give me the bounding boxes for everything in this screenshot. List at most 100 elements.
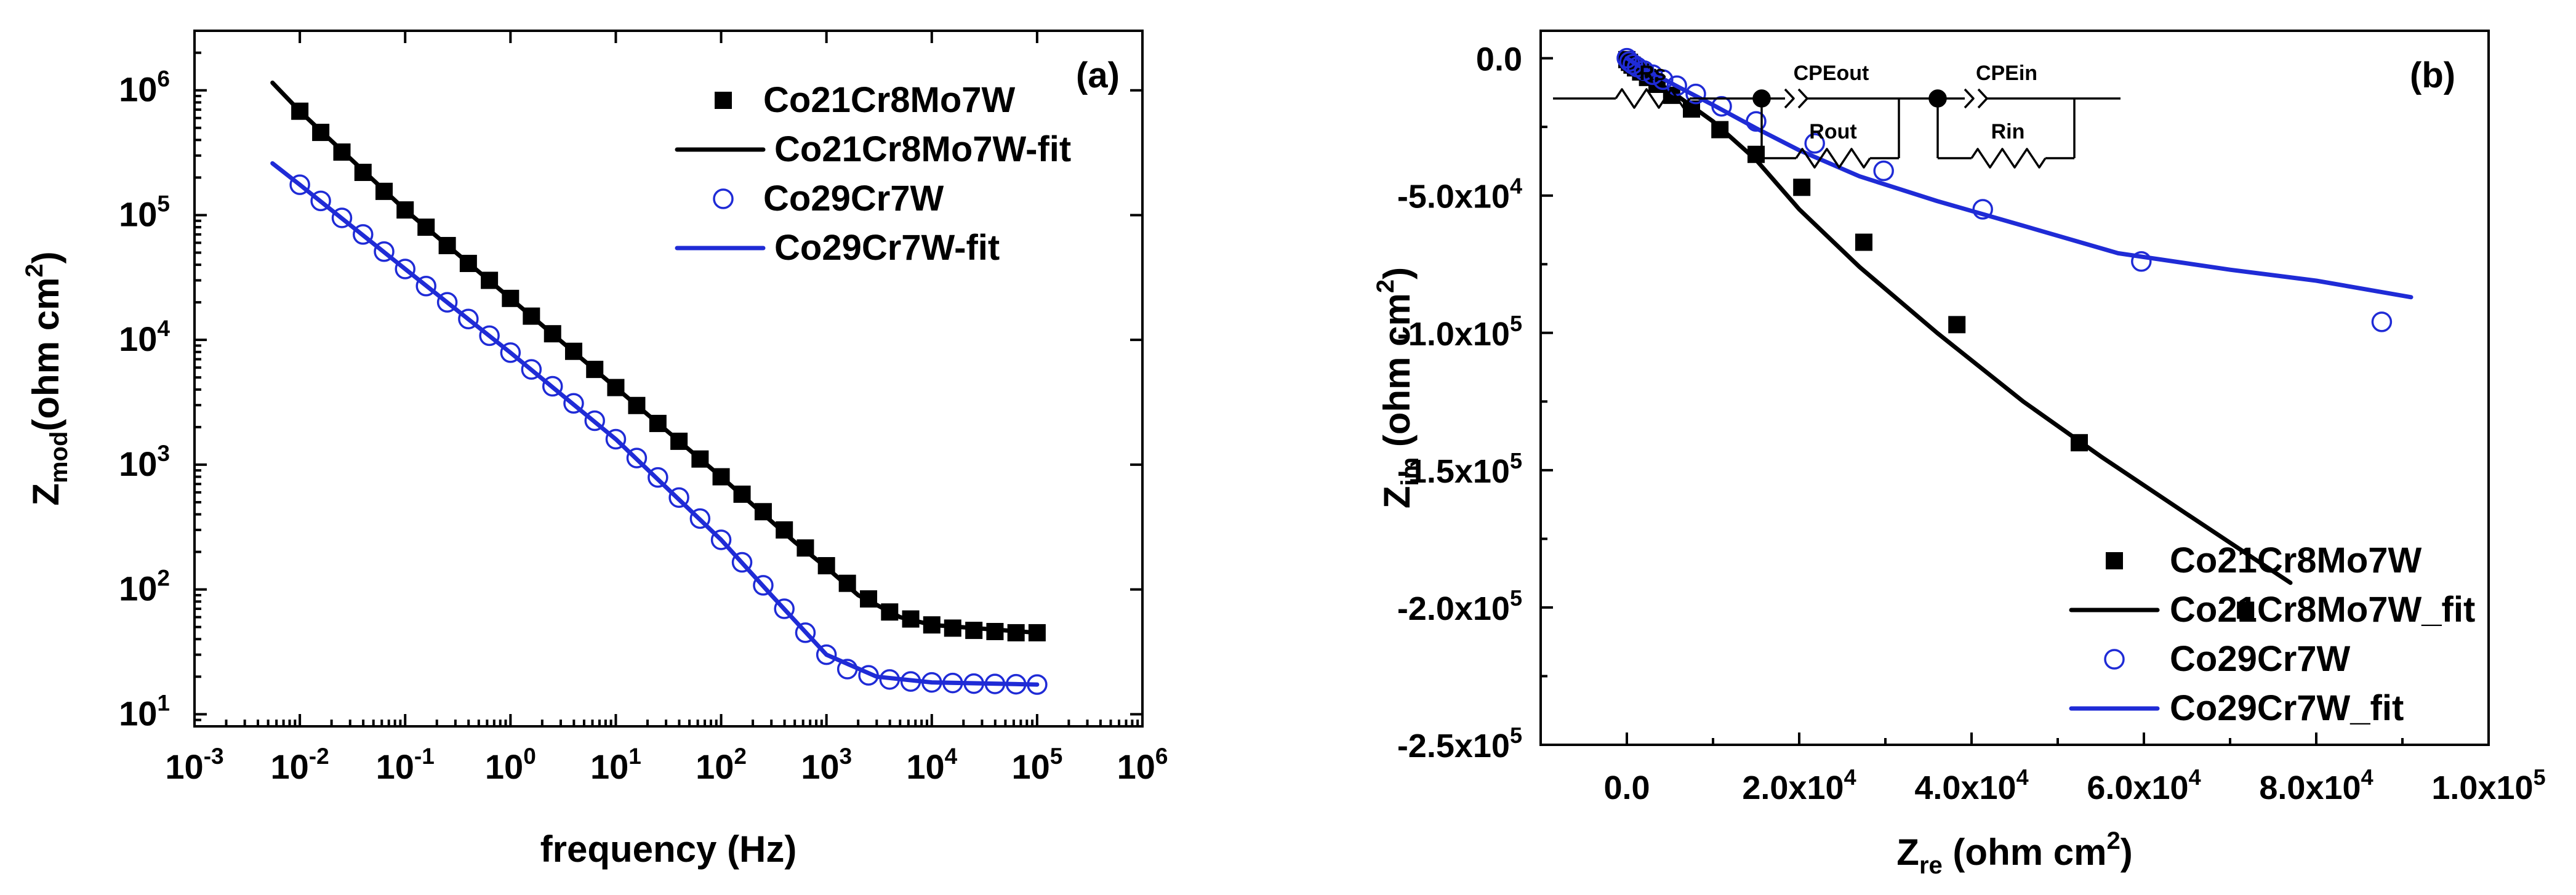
bode-data-point	[289, 174, 310, 195]
bode-data-point	[605, 428, 627, 450]
nyquist-x-label-sub: re	[1919, 852, 1943, 879]
bode-series-2	[270, 80, 1040, 635]
bode-fit-line	[270, 80, 1040, 635]
bode-x-tick-label: 10-1	[376, 744, 435, 786]
nyquist-series-4	[1624, 56, 2413, 300]
bode-fit-line	[270, 161, 1040, 687]
bode-x-tick-label: 101	[590, 744, 641, 786]
bode-y-tick-label: 104	[119, 316, 170, 358]
nyquist-data-point	[2237, 601, 2255, 619]
bode-y-tick-label: 106	[119, 66, 170, 109]
nyquist-data-point	[1804, 133, 1825, 154]
nyquist-y-tick-label: 0.0	[1476, 41, 1522, 78]
nyquist-data-point	[1623, 54, 1643, 75]
nyquist-data-point	[1855, 233, 1872, 251]
nyquist-fit-line	[1624, 56, 2293, 585]
bode-y-tick-label: 101	[119, 690, 170, 732]
bode-data-point	[458, 308, 479, 330]
bode-y-label-sub: mod	[46, 431, 73, 483]
cpeout-element-symbol-2	[1797, 88, 1808, 109]
nyquist-y-tick-label: -1.0x105	[1397, 311, 1522, 353]
bode-data-point	[816, 644, 837, 665]
bode-legend-label-3: Co29Cr7W	[763, 179, 944, 219]
cpein-element-symbol-2	[1977, 88, 1988, 109]
bode-series	[270, 80, 1048, 695]
nyquist-legend-marker-square	[2106, 552, 2123, 569]
bode-x-tick-label: 100	[485, 744, 536, 786]
bode-data-point	[774, 598, 795, 619]
bode-legend-label-1: Co21Cr8Mo7W	[763, 80, 1016, 120]
bode-legend-marker-circle	[713, 188, 734, 209]
nyquist-series-3	[1616, 47, 2393, 332]
bode-data-point	[731, 552, 753, 573]
nyquist-panel-label: (b)	[2410, 55, 2455, 95]
bode-x-axis-label: frequency (Hz)	[540, 829, 797, 870]
bode-data-point	[648, 467, 668, 488]
nyquist-x-tick-label: 4.0x104	[1914, 765, 2028, 806]
bode-legend: Co21Cr8Mo7W Co21Cr8Mo7W-fit Co29Cr7W Co2…	[675, 80, 1071, 268]
bode-y-tick-label: 103	[119, 441, 170, 483]
nyquist-data-point	[1948, 316, 1966, 334]
nyquist-plot-frame	[1539, 30, 2490, 746]
nyquist-x-tick-label: 1.0x105	[2431, 765, 2545, 806]
bode-series-4	[270, 161, 1040, 687]
nyquist-legend-label-1: Co21Cr8Mo7W	[2170, 540, 2422, 580]
cpeout-element-symbol	[1784, 88, 1795, 109]
bode-x-tick-label: 103	[801, 744, 852, 786]
nyquist-x-tick-label: 0.0	[1603, 769, 1650, 806]
nyquist-data-point	[2371, 311, 2393, 332]
bode-y-axis-label: Zmod(ohm cm2)	[21, 251, 73, 505]
nyquist-data-point	[2131, 251, 2152, 272]
nyquist-data-point	[1873, 160, 1894, 182]
bode-y-label-main: Z	[25, 483, 66, 506]
bode-data-point	[753, 575, 774, 596]
rin-resistor-symbol	[1970, 148, 2047, 169]
nyquist-fit-line	[1624, 56, 2413, 300]
nyquist-legend-label-4: Co29Cr7W_fit	[2170, 688, 2404, 728]
bode-data-point	[436, 292, 458, 313]
nyquist-legend-label-2: Co21Cr8Mo7W_fit	[2170, 590, 2475, 630]
bode-data-point	[689, 508, 711, 529]
nyquist-x-tick-label: 6.0x104	[2087, 765, 2201, 806]
nyquist-x-axis-label: Zre (ohm cm2)	[1896, 827, 2132, 879]
nyquist-y-tick-label: -2.5x105	[1397, 723, 1522, 765]
nyquist-y-tick-label: -2.0x105	[1397, 585, 1522, 627]
bode-panel-label: (a)	[1076, 55, 1120, 95]
bode-chart-panel: 10-3 10-2 10-1 100 101 102 103 104 105 106 101 102 1…	[21, 30, 1168, 870]
nyquist-legend: Co21Cr8Mo7W Co21Cr8Mo7W_fit Co29Cr7W Co2…	[2069, 540, 2475, 728]
nyquist-y-axis-label: Zim (ohm cm2)	[1372, 267, 1424, 508]
nyquist-data-point	[1793, 179, 1811, 196]
bode-ticks	[193, 30, 1144, 728]
bode-x-tick-label: 10-2	[271, 744, 329, 786]
circuit-label-rout: Rout	[1809, 120, 1856, 143]
nyquist-x-tick-label: 2.0x104	[1742, 765, 1856, 806]
bode-y-label-sup: 2	[21, 263, 48, 277]
circuit-label-rin: Rin	[1991, 120, 2025, 143]
cpein-element-symbol	[1964, 88, 1975, 109]
bode-legend-label-2: Co21Cr8Mo7W-fit	[774, 129, 1071, 169]
bode-y-tick-label: 102	[119, 566, 170, 608]
nyquist-y-label-sub: im	[1397, 457, 1424, 486]
nyquist-tick-labels: 0.0 2.0x104 4.0x104 6.0x104 8.0x104 1.0x105 0.…	[1397, 41, 2546, 806]
nyquist-legend-marker-circle	[2104, 649, 2125, 670]
bode-data-point	[395, 259, 415, 279]
nyquist-data-point	[1653, 69, 1674, 90]
bode-data-point	[563, 393, 584, 414]
nyquist-data-point	[1642, 64, 1663, 86]
rs-resistor-symbol	[1615, 88, 1691, 109]
bode-legend-label-4: Co29Cr7W-fit	[774, 228, 1000, 268]
circuit-label-rs: Rs	[1639, 62, 1666, 85]
nyquist-data-point	[1685, 83, 1706, 105]
nyquist-y-label-main: Z	[1376, 486, 1418, 508]
circuit-label-cpein: CPEin	[1976, 62, 2037, 85]
nyquist-chart-panel: 0.0 2.0x104 4.0x104 6.0x104 8.0x104 1.0x105 0.…	[1372, 30, 2546, 879]
bode-data-point	[310, 190, 331, 212]
bode-data-point	[374, 241, 395, 262]
bode-x-tick-label: 105	[1011, 744, 1062, 786]
bode-data-point	[710, 529, 732, 550]
bode-data-point	[626, 448, 648, 468]
bode-legend-marker-square	[715, 92, 732, 109]
bode-x-tick-label: 104	[906, 744, 957, 786]
nyquist-x-label-sup: 2	[2106, 827, 2120, 854]
